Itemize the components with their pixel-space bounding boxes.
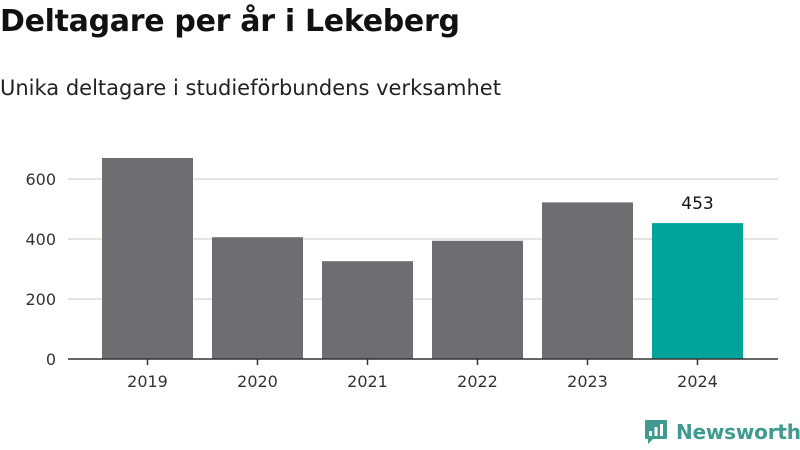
x-tick-label: 2024 — [677, 372, 718, 391]
x-tick-label: 2022 — [457, 372, 498, 391]
bar-2024 — [652, 223, 743, 359]
y-tick-label: 400 — [25, 230, 56, 249]
bar-2019 — [102, 158, 193, 359]
brand-logo: Newsworthy — [644, 419, 800, 445]
newsworthy-logo-icon — [645, 420, 667, 444]
y-tick-label: 0 — [46, 350, 56, 369]
bar-2022 — [432, 240, 523, 359]
chart-title: Deltagare per år i Lekeberg — [0, 4, 460, 39]
y-tick-label: 600 — [25, 170, 56, 189]
bar-2023 — [542, 202, 633, 359]
x-tick-label: 2020 — [237, 372, 278, 391]
y-tick-label: 200 — [25, 290, 56, 309]
bar-2020 — [212, 237, 303, 359]
x-tick-label: 2021 — [347, 372, 388, 391]
chart-subtitle: Unika deltagare i studieförbundens verks… — [0, 76, 501, 100]
data-label: 453 — [681, 194, 713, 214]
x-tick-label: 2019 — [127, 372, 168, 391]
bar-2021 — [322, 261, 413, 359]
x-tick-label: 2023 — [567, 372, 608, 391]
brand-name: Newsworthy — [676, 420, 800, 444]
